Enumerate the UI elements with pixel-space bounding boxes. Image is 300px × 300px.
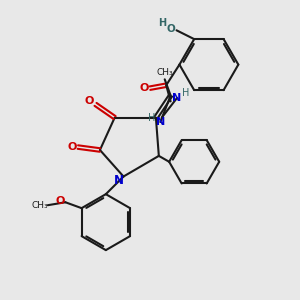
Text: H: H: [158, 18, 166, 28]
Text: N: N: [172, 93, 182, 103]
Text: H: H: [182, 88, 189, 98]
Text: O: O: [56, 196, 65, 206]
Text: CH₃: CH₃: [31, 201, 48, 210]
Text: O: O: [85, 96, 94, 106]
Text: N: N: [114, 173, 124, 187]
Text: O: O: [167, 24, 176, 34]
Text: O: O: [67, 142, 77, 152]
Text: O: O: [140, 83, 149, 93]
Text: CH₃: CH₃: [156, 68, 173, 77]
Text: H: H: [148, 112, 155, 123]
Text: N: N: [156, 117, 165, 127]
